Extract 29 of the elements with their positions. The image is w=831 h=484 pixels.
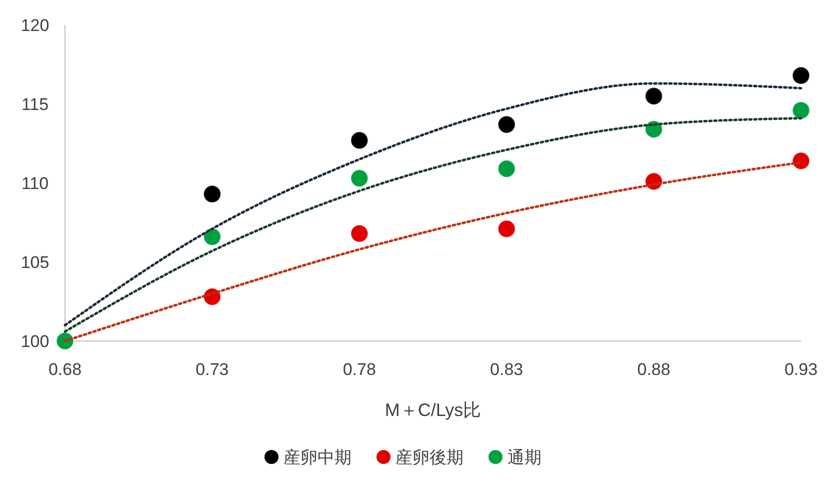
point xyxy=(203,228,222,246)
x-tick-label: 0.88 xyxy=(637,360,670,379)
y-tick-label: 105 xyxy=(20,252,50,272)
y-tick-label: 110 xyxy=(21,174,49,193)
point xyxy=(498,220,516,238)
point xyxy=(350,169,368,188)
point xyxy=(792,152,810,170)
point xyxy=(498,116,516,134)
point xyxy=(498,160,516,178)
y-tick-label: 100 xyxy=(20,332,50,351)
x-tick-label: 0.83 xyxy=(490,360,524,379)
point xyxy=(56,332,74,350)
point xyxy=(792,101,810,120)
point xyxy=(203,185,222,204)
legend-label: 産卵後期 xyxy=(396,448,464,467)
x-tick-label: 0.73 xyxy=(196,360,229,379)
point xyxy=(792,66,810,85)
y-tick-label: 115 xyxy=(21,94,49,114)
x-tick-label: 0.93 xyxy=(784,360,818,379)
x-tick-label: 0.68 xyxy=(48,360,82,379)
x-tick-label: 0.78 xyxy=(342,360,376,379)
legend-label: 産卵中期 xyxy=(284,448,352,467)
point xyxy=(350,224,368,243)
legend-label: 通期 xyxy=(508,448,542,467)
point xyxy=(350,131,368,150)
y-tick-label: 120 xyxy=(20,16,50,35)
x-axis-title: M＋C/Lys比 xyxy=(384,400,482,420)
line-series xyxy=(64,82,802,326)
point xyxy=(644,87,663,106)
